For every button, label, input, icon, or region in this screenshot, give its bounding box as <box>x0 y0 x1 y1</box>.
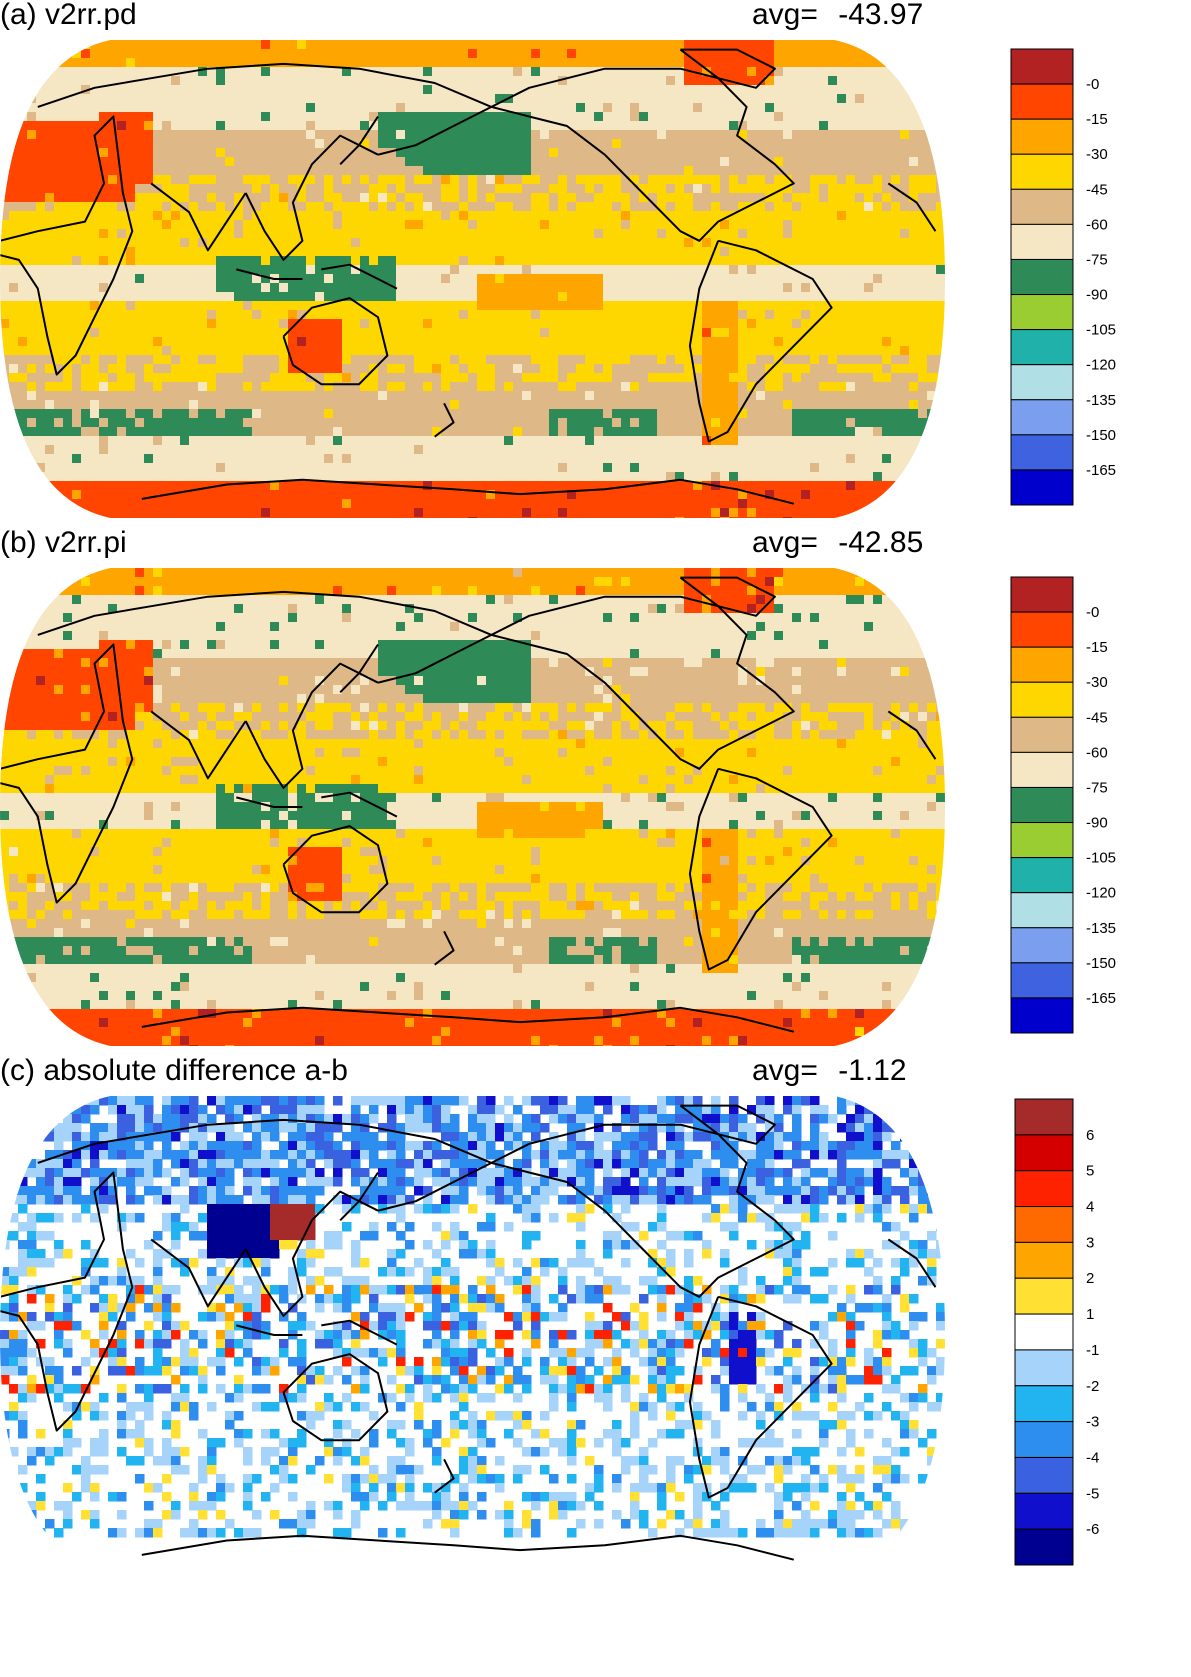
panel-a-colorbar-tick-label: -105 <box>1086 322 1116 339</box>
panel-c-avg: avg= -1.12 <box>752 1054 907 1088</box>
panel-c-colorbar-tick-label: 4 <box>1086 1199 1094 1216</box>
panel-c-map <box>0 1096 945 1561</box>
panel-c-colorbar-swatch <box>1014 1492 1074 1530</box>
panel-c-colorbar-tick-label: 3 <box>1086 1234 1094 1251</box>
panel-b-colorbar-tick-label: -45 <box>1086 709 1108 726</box>
panel-c-colorbar-tick-label: -2 <box>1086 1378 1099 1395</box>
panel-a-colorbar-tick-label: -45 <box>1086 181 1108 198</box>
panel-a-colorbar-tick-label: -90 <box>1086 287 1108 304</box>
panel-a-colorbar-tick-label: -0 <box>1086 76 1099 93</box>
panel-b-colorbar-swatch <box>1010 786 1074 824</box>
panel-a-colorbar-tick-label: -30 <box>1086 146 1108 163</box>
panel-c-colorbar-tick-label: 2 <box>1086 1270 1094 1287</box>
panel-c-colorbar-swatch <box>1014 1528 1074 1566</box>
panel-c-colorbar-tick-label: -4 <box>1086 1449 1099 1466</box>
panel-a-colorbar-tick-label: -60 <box>1086 216 1108 233</box>
panel-a-colorbar-tick-label: -120 <box>1086 357 1116 374</box>
panel-b-colorbar-tick-label: -60 <box>1086 744 1108 761</box>
panel-c-colorbar-swatch <box>1014 1134 1074 1172</box>
panel-b-colorbar-tick-label: -120 <box>1086 885 1116 902</box>
panel-c-colorbar: 6 5 4 3 2 1 -1 -2 -3 -4 -5 -6 <box>1014 1098 1099 1566</box>
panel-b-colorbar-tick-label: -15 <box>1086 639 1108 656</box>
panel-b-title: (b) v2rr.pi <box>0 526 127 559</box>
panel-b-colorbar-tick-label: -90 <box>1086 815 1108 832</box>
panel-a-colorbar-swatch <box>1010 83 1074 120</box>
panel-c-colorbar-swatch <box>1014 1421 1074 1458</box>
panel-c-avg-value: -1.12 <box>838 1054 907 1087</box>
panel-b-colorbar: -0 -15 -30 -45 -60 -75 -90 -105 -120 -135 -150 -165 <box>1010 576 1116 1034</box>
panel-a-colorbar-swatch <box>1010 118 1074 155</box>
panel-c-colorbar-tick-label: -5 <box>1086 1485 1099 1502</box>
panel-a-colorbar-swatch <box>1010 258 1074 296</box>
panel-c-colorbar-swatch <box>1014 1456 1074 1494</box>
panel-b-colorbar-tick-label: -165 <box>1086 990 1116 1007</box>
panel-b-colorbar-swatch <box>1010 997 1074 1034</box>
panel-b-avg: avg= -42.85 <box>752 526 923 560</box>
panel-b-colorbar-tick-label: -30 <box>1086 674 1108 691</box>
panel-a-colorbar-swatch <box>1010 329 1074 366</box>
panel-b-colorbar-swatch <box>1010 751 1074 788</box>
panel-b-colorbar-swatch <box>1010 892 1074 929</box>
panel-c-colorbar-swatch <box>1014 1277 1074 1315</box>
panel-c-colorbar-tick-label: 1 <box>1086 1306 1094 1323</box>
panel-b-colorbar-swatch <box>1010 611 1074 648</box>
panel-c-colorbar-swatch <box>1014 1241 1074 1279</box>
panel-b-colorbar-swatch <box>1010 857 1074 894</box>
panel-a-colorbar: -0 -15 -30 -45 -60 -75 -90 -105 -120 -135 -150 -165 <box>1010 48 1116 506</box>
panel-c-title: (c) absolute difference a-b <box>0 1054 348 1087</box>
panel-a-avg-value: -43.97 <box>838 0 924 31</box>
panel-b-colorbar-tick-label: -105 <box>1086 850 1116 867</box>
panel-b-colorbar-tick-label: -150 <box>1086 955 1116 972</box>
panel-a-colorbar-tick-label: -150 <box>1086 427 1116 444</box>
panel-a-colorbar-swatch <box>1010 434 1074 471</box>
panel-a-colorbar-swatch <box>1010 223 1074 260</box>
panel-b-colorbar-swatch <box>1010 716 1074 753</box>
panel-b-colorbar-tick-label: -75 <box>1086 779 1108 796</box>
panel-b-colorbar-swatch <box>1010 962 1074 999</box>
panel-a-avg: avg= -43.97 <box>752 0 923 32</box>
panel-b-colorbar-swatch <box>1010 646 1074 683</box>
panel-a-colorbar-swatch <box>1010 469 1074 506</box>
panel-a-colorbar-tick-label: -135 <box>1086 392 1116 409</box>
panel-c-colorbar-swatch <box>1014 1385 1074 1423</box>
panel-a-map <box>0 40 945 518</box>
panel-b-colorbar-swatch <box>1010 927 1074 964</box>
panel-b-avg-value: -42.85 <box>838 526 924 559</box>
panel-b-colorbar-swatch <box>1010 822 1074 859</box>
panel-b-avg-label: avg= <box>752 526 818 559</box>
panel-c-colorbar-tick-label: -6 <box>1086 1521 1099 1538</box>
panel-c-colorbar-swatch <box>1014 1349 1074 1387</box>
panel-c-colorbar-tick-label: -1 <box>1086 1342 1099 1359</box>
panel-a-title: (a) v2rr.pd <box>0 0 137 31</box>
panel-c-colorbar-swatch <box>1014 1170 1074 1208</box>
panel-a-colorbar-swatch <box>1010 364 1074 401</box>
panel-c-colorbar-tick-label: 5 <box>1086 1163 1094 1180</box>
panel-c-colorbar-tick-label: -3 <box>1086 1414 1099 1431</box>
panel-c-avg-label: avg= <box>752 1054 818 1087</box>
panel-a-colorbar-tick-label: -75 <box>1086 251 1108 268</box>
panel-b-colorbar-tick-label: -0 <box>1086 604 1099 621</box>
panel-a-colorbar-swatch <box>1010 188 1074 225</box>
panel-b-colorbar-swatch <box>1010 576 1074 613</box>
panel-a-avg-label: avg= <box>752 0 818 31</box>
panel-b-map <box>0 568 945 1046</box>
panel-a-colorbar-tick-label: -15 <box>1086 111 1108 128</box>
panel-b-colorbar-swatch <box>1010 681 1074 718</box>
panel-a-colorbar-tick-label: -165 <box>1086 462 1116 479</box>
panel-a-colorbar-swatch <box>1010 294 1074 331</box>
panel-c-colorbar-swatch <box>1014 1206 1074 1243</box>
panel-c-colorbar-swatch <box>1014 1098 1074 1136</box>
panel-a-colorbar-swatch <box>1010 48 1074 85</box>
panel-a-colorbar-swatch <box>1010 153 1074 190</box>
panel-c-colorbar-tick-label: 6 <box>1086 1127 1094 1144</box>
panel-c-colorbar-swatch <box>1014 1313 1074 1351</box>
panel-b-colorbar-tick-label: -135 <box>1086 920 1116 937</box>
panel-a-colorbar-swatch <box>1010 399 1074 436</box>
